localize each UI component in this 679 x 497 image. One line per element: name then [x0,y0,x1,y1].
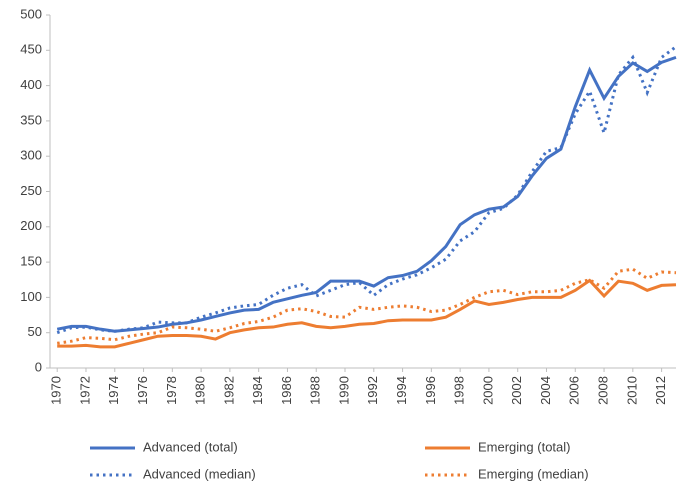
x-tick-label: 1996 [423,376,438,405]
x-tick-label: 1994 [394,376,409,405]
y-tick-label: 0 [35,359,42,374]
y-tick-label: 50 [28,324,42,339]
y-tick-label: 500 [20,6,42,21]
y-tick-label: 150 [20,254,42,269]
x-tick-label: 1970 [49,376,64,405]
y-tick-label: 100 [20,289,42,304]
x-tick-label: 1976 [135,376,150,405]
x-tick-label: 2008 [595,376,610,405]
legend-label: Advanced (median) [143,466,256,481]
line-series [56,55,677,333]
x-tick-label: 2012 [653,376,668,405]
x-tick-label: 1984 [250,376,265,405]
x-tick-label: 1986 [279,376,294,405]
y-tick-label: 200 [20,218,42,233]
x-tick-label: 2004 [538,376,553,405]
y-tick-label: 250 [20,183,42,198]
x-tick-label: 1980 [193,376,208,405]
legend-label: Emerging (total) [478,439,570,454]
x-tick-label: 1998 [452,376,467,405]
x-tick-label: 2010 [624,376,639,405]
x-tick-label: 1990 [336,376,351,405]
y-tick-label: 300 [20,148,42,163]
y-tick-label: 400 [20,77,42,92]
x-tick-label: 2000 [480,376,495,405]
x-tick-label: 1978 [164,376,179,405]
legend-label: Advanced (total) [143,439,238,454]
line-series [56,267,677,345]
legend-label: Emerging (median) [478,466,589,481]
x-tick-label: 1974 [106,376,121,405]
x-tick-label: 1982 [221,376,236,405]
x-tick-label: 1972 [77,376,92,405]
line-series [57,278,677,349]
x-tick-label: 1992 [365,376,380,405]
x-tick-label: 2006 [567,376,582,405]
y-tick-label: 350 [20,112,42,127]
x-tick-label: 2002 [509,376,524,405]
line-series [56,45,677,335]
y-tick-label: 450 [20,42,42,57]
x-tick-label: 1988 [308,376,323,405]
